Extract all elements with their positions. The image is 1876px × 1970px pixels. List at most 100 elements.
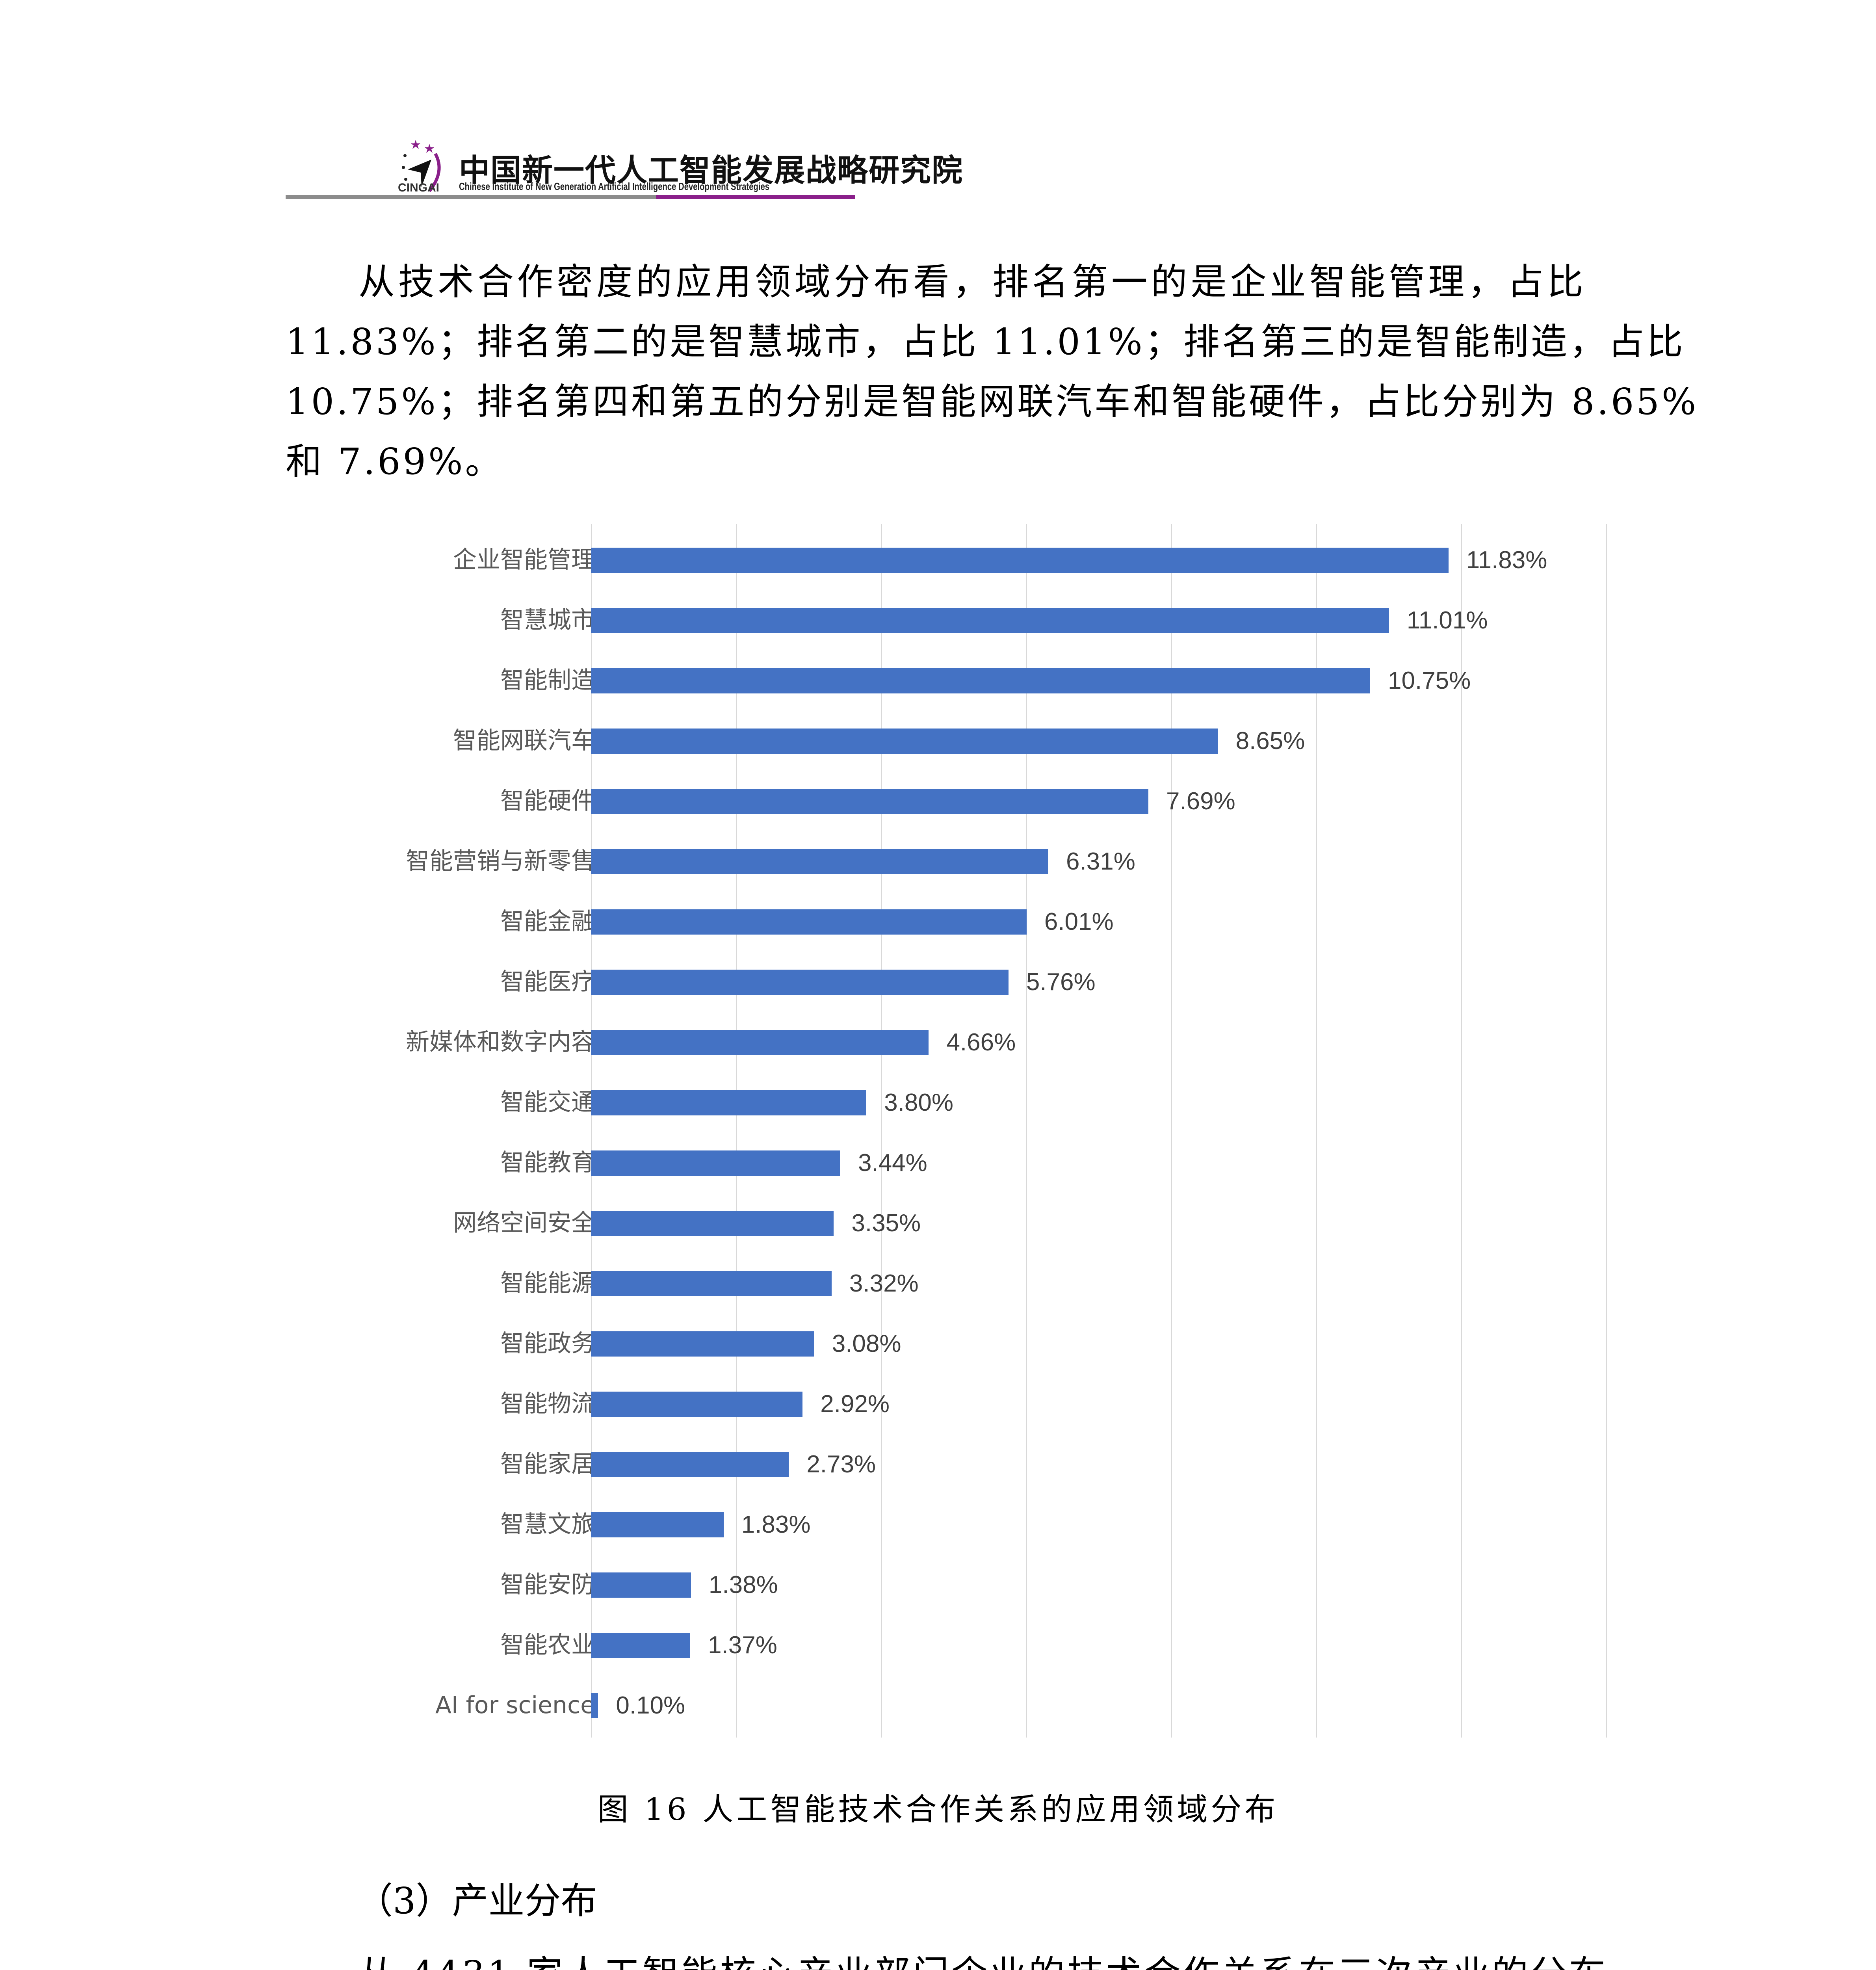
data-label: 7.69% <box>1166 788 1235 815</box>
data-label: 6.31% <box>1066 848 1135 875</box>
data-label: 4.66% <box>946 1029 1016 1056</box>
category-label: 智能物流 <box>500 1390 595 1418</box>
cingai-logo-icon <box>402 140 441 192</box>
header-rule-purple <box>656 195 855 199</box>
bar <box>591 1392 803 1417</box>
category-label: 智能营销与新零售 <box>406 847 595 875</box>
bar <box>591 1512 724 1537</box>
gridline <box>881 524 882 1738</box>
bar-chart-application-domains: 企业智能管理 11.83% 智慧城市 11.01% 智能制造 10.75% 智能网联汽车 8.… <box>331 524 1619 1738</box>
data-label: 11.01% <box>1406 607 1488 634</box>
data-label: 2.73% <box>806 1451 876 1478</box>
chart-row: 智能金融 6.01% <box>331 892 1619 952</box>
bar <box>591 909 1027 935</box>
bar <box>591 1633 691 1658</box>
data-label: 11.83% <box>1466 546 1547 574</box>
institute-name-en: Chinese Institute of New Generation Arti… <box>459 180 770 192</box>
gridline <box>1171 524 1172 1738</box>
bar <box>591 1150 840 1176</box>
category-label: 智能网联汽车 <box>453 727 595 755</box>
gridline <box>591 524 592 1738</box>
bar <box>591 1693 598 1718</box>
gridline <box>1606 524 1607 1738</box>
bar <box>591 548 1449 573</box>
data-label: 5.76% <box>1026 968 1096 996</box>
chart-row: 智能政务 3.08% <box>331 1314 1619 1374</box>
bar <box>591 1090 867 1115</box>
text-line: 从技术合作密度的应用领域分布看，排名第一的是企业智能管理，占比 <box>358 261 1586 303</box>
category-label: 智能教育 <box>500 1149 595 1176</box>
category-label: 企业智能管理 <box>453 546 595 574</box>
data-label: 8.65% <box>1235 727 1305 755</box>
bar <box>591 970 1009 995</box>
chart-row: 智慧文旅 1.83% <box>331 1494 1619 1555</box>
data-label: 10.75% <box>1388 667 1471 694</box>
chart-row: 企业智能管理 11.83% <box>331 530 1619 590</box>
figure-caption: 图 16 人工智能技术合作关系的应用领域分布 <box>597 1792 1279 1827</box>
text-line: 10.75%；排名第四和第五的分别是智能网联汽车和智能硬件，占比分别为 8.65… <box>286 381 1699 423</box>
institute-name-cn: 中国新一代人工智能发展战略研究院 <box>459 153 964 188</box>
gridline <box>1461 524 1462 1738</box>
bar <box>591 1452 789 1477</box>
category-label: 智能农业 <box>500 1631 595 1659</box>
category-label: 智能制造 <box>500 667 595 694</box>
chart-row: 智慧城市 11.01% <box>331 590 1619 650</box>
document-header: CINGAI 中国新一代人工智能发展战略研究院 Chinese Institut… <box>286 130 962 205</box>
gridline <box>736 524 737 1738</box>
bar <box>591 608 1389 633</box>
bar <box>591 668 1370 693</box>
data-label: 3.08% <box>832 1330 901 1357</box>
data-label: 0.10% <box>616 1692 685 1719</box>
text-line: 11.83%；排名第二的是智慧城市，占比 11.01%；排名第三的是智能制造，占… <box>286 321 1685 363</box>
category-label: 智能家居 <box>500 1450 595 1478</box>
category-label: 智能能源 <box>500 1269 595 1297</box>
text-line: 从 4431 家人工智能核心产业部门企业的技术合作关系在三次产业的分布 <box>286 1944 1605 1970</box>
text-line: 和 7.69%。 <box>286 440 504 483</box>
data-label: 3.44% <box>858 1149 927 1176</box>
paragraph-industry-distribution: 从 4431 家人工智能核心产业部门企业的技术合作关系在三次产业的分布 看，20… <box>286 1944 1605 1970</box>
category-label: AI for science <box>435 1691 595 1719</box>
data-label: 6.01% <box>1044 908 1114 935</box>
chart-row: 网络空间安全 3.35% <box>331 1193 1619 1253</box>
gridline <box>1026 524 1027 1738</box>
bar <box>591 1211 834 1236</box>
bar <box>591 729 1218 754</box>
chart-row: 智能农业 1.37% <box>331 1615 1619 1675</box>
data-label: 1.83% <box>741 1511 811 1538</box>
chart-row: 智能营销与新零售 6.31% <box>331 831 1619 892</box>
bar <box>591 1030 929 1055</box>
paragraph-application-domains: 从技术合作密度的应用领域分布看，排名第一的是企业智能管理，占比 11.83%；排… <box>286 252 1699 492</box>
data-label: 3.32% <box>849 1270 919 1297</box>
category-label: 网络空间安全 <box>453 1209 595 1237</box>
category-label: 新媒体和数字内容 <box>406 1028 595 1056</box>
category-label: 智能医疗 <box>500 968 595 996</box>
gridline <box>1316 524 1317 1738</box>
chart-row: 智能交通 3.80% <box>331 1072 1619 1133</box>
chart-row: AI for science 0.10% <box>331 1675 1619 1736</box>
chart-row: 智能教育 3.44% <box>331 1133 1619 1193</box>
logo-abbreviation: CINGAI <box>398 181 439 194</box>
chart-row: 智能硬件 7.69% <box>331 771 1619 831</box>
category-label: 智能政务 <box>500 1330 595 1357</box>
chart-row: 智能医疗 5.76% <box>331 952 1619 1012</box>
chart-row: 智能安防 1.38% <box>331 1555 1619 1615</box>
bar <box>591 789 1148 814</box>
data-label: 1.38% <box>708 1571 778 1598</box>
category-label: 智能安防 <box>500 1571 595 1598</box>
data-label: 1.37% <box>708 1632 777 1659</box>
chart-row: 智能能源 3.32% <box>331 1253 1619 1314</box>
category-label: 智能交通 <box>500 1089 595 1116</box>
category-label: 智慧城市 <box>500 606 595 634</box>
chart-row: 智能家居 2.73% <box>331 1434 1619 1494</box>
category-label: 智能硬件 <box>500 787 595 815</box>
chart-row: 新媒体和数字内容 4.66% <box>331 1012 1619 1072</box>
data-label: 3.35% <box>851 1210 921 1237</box>
chart-row: 智能网联汽车 8.65% <box>331 711 1619 771</box>
bar <box>591 1331 814 1357</box>
chart-row: 智能物流 2.92% <box>331 1374 1619 1434</box>
header-rule-gray <box>286 195 656 199</box>
data-label: 2.92% <box>820 1390 890 1418</box>
section-heading: （3）产业分布 <box>357 1880 597 1922</box>
bar <box>591 1271 832 1296</box>
data-label: 3.80% <box>884 1089 953 1116</box>
